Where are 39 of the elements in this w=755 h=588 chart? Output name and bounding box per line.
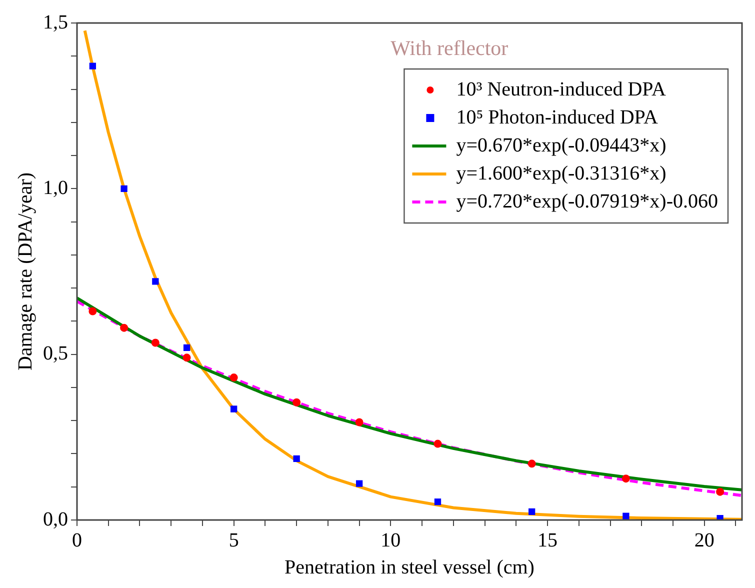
point [434, 440, 442, 448]
annotation: With reflector [390, 36, 508, 60]
point [528, 460, 536, 468]
y-tick-label: 0,5 [43, 342, 68, 365]
legend-label: 10³ Neutron-induced DPA [456, 78, 666, 100]
legend-label: y=1.600*exp(-0.31316*x) [456, 162, 666, 184]
point [355, 418, 364, 426]
point [434, 498, 442, 506]
point [120, 185, 128, 192]
point [151, 338, 160, 347]
y-tick-label: 1,5 [43, 11, 68, 34]
legend-label: y=0.670*exp(-0.09443*x) [456, 134, 666, 156]
point [230, 406, 238, 412]
point [293, 455, 300, 462]
x-tick-label: 5 [228, 529, 239, 552]
point [622, 512, 630, 520]
legend-label: y=0.720*exp(-0.07919*x)-0.060 [456, 190, 718, 212]
point [528, 508, 536, 516]
point [716, 515, 724, 520]
x-tick-label: 15 [538, 529, 558, 552]
point [89, 62, 96, 70]
y-axis-title: Damage rate (DPA/year) [14, 172, 36, 371]
y-tick-label: 0,0 [43, 508, 68, 530]
point [182, 354, 191, 362]
point [183, 344, 190, 352]
point [622, 474, 630, 483]
point [356, 480, 363, 487]
point [230, 374, 238, 382]
point [716, 488, 724, 496]
point [292, 398, 301, 406]
x-tick-label: 20 [694, 529, 714, 552]
legend-label: 10⁵ Photon-induced DPA [456, 106, 659, 128]
point [152, 278, 159, 285]
point [120, 324, 128, 332]
x-axis-title: Penetration in steel vessel (cm) [284, 556, 534, 578]
x-tick-label: 0 [72, 529, 82, 552]
x-tick-label: 10 [380, 529, 401, 552]
y-tick-label: 1,0 [43, 176, 68, 199]
point [88, 307, 97, 316]
